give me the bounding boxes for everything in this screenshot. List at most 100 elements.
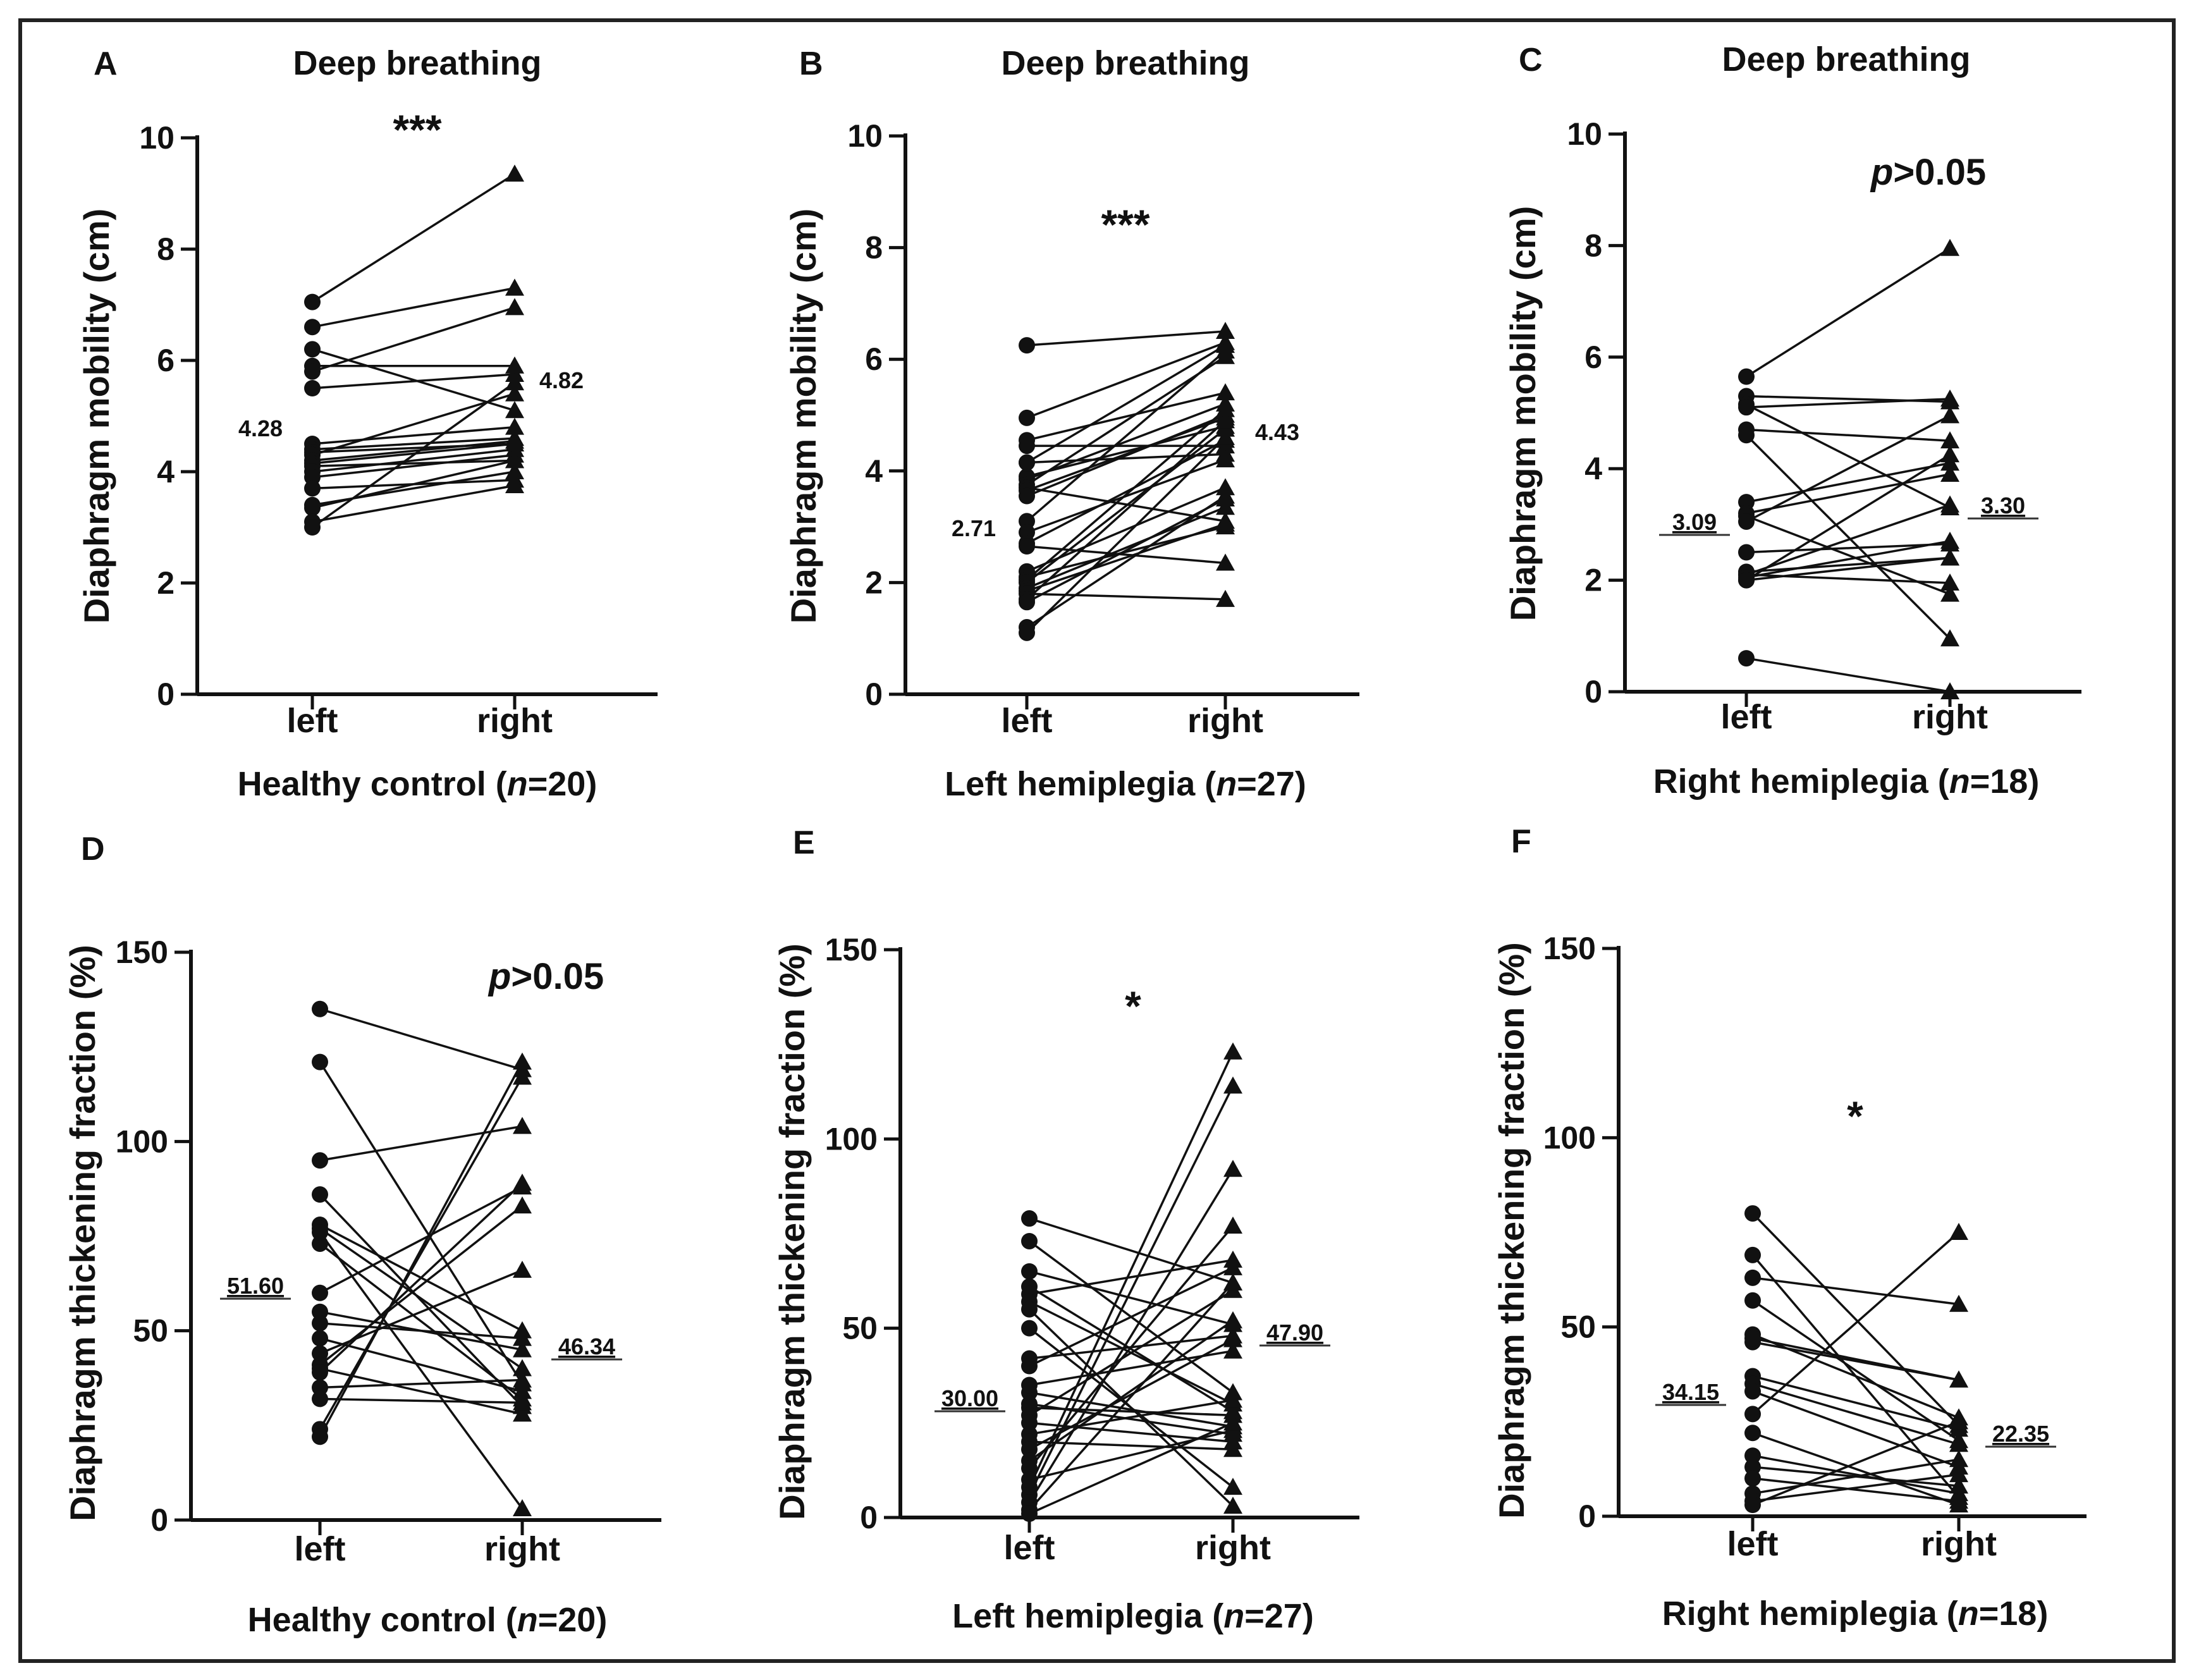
right-point: [1216, 427, 1235, 445]
paired-line: [319, 1397, 523, 1404]
left-point: [1738, 650, 1755, 667]
panel-letter: F: [1511, 823, 1531, 860]
right-point: [1223, 1042, 1242, 1060]
group-n-value: =20): [528, 765, 598, 803]
x-tick-label-right: right: [1912, 698, 1988, 736]
right-point: [513, 1174, 532, 1191]
paired-line: [1752, 1458, 1959, 1495]
right-point: [1216, 589, 1235, 607]
paired-line: [1752, 1454, 1959, 1495]
panel-e: E Diaphragm thickening fraction (%) 0 50 100…: [772, 825, 1359, 1635]
left-point: [312, 1315, 328, 1332]
left-point: [1019, 409, 1035, 426]
right-point: [513, 1067, 532, 1085]
significance-label: ***: [1101, 201, 1149, 248]
paired-line: [1028, 1051, 1234, 1488]
x-tick-label-right: right: [484, 1530, 560, 1568]
paired-line: [1026, 341, 1226, 419]
right-point: [505, 451, 524, 469]
mean-label-left: 2.71: [952, 515, 996, 541]
paired-line: [319, 1378, 523, 1389]
paired-line: [1752, 1477, 1959, 1502]
paired-line: [319, 1182, 524, 1373]
left-point: [1738, 513, 1755, 530]
paired-line: [1746, 398, 1951, 408]
paired-line: [319, 1231, 524, 1510]
right-point: [505, 462, 524, 479]
paired-line: [1746, 403, 1951, 509]
paired-line: [319, 1193, 524, 1407]
y-axis-label: Diaphragm thickening fraction (%): [1492, 942, 1531, 1519]
left-point: [304, 363, 321, 380]
left-point: [312, 1053, 328, 1070]
right-point: [513, 1359, 532, 1376]
group-name: Right hemiplegia (: [1653, 763, 1949, 800]
group-name: Healthy control (: [238, 765, 507, 803]
y-tick-label: 6: [1584, 340, 1602, 375]
right-point: [1216, 322, 1235, 340]
paired-line: [1026, 523, 1226, 592]
y-tick-label: 8: [157, 231, 175, 267]
x-tick-label-right: right: [1187, 702, 1263, 740]
y-tick-label: 2: [865, 565, 883, 600]
y-tick-label: 2: [1584, 563, 1602, 598]
y-tick-label: 8: [1584, 228, 1602, 263]
group-n-symbol: n: [517, 1601, 538, 1639]
paired-line: [1026, 498, 1226, 603]
paired-line: [1026, 545, 1226, 565]
y-tick-label: 10: [139, 120, 175, 156]
paired-line: [312, 437, 515, 451]
paired-line: [1028, 1168, 1234, 1503]
x-tick-label-right: right: [477, 702, 553, 740]
right-point: [1940, 682, 1959, 699]
y-tick-label: 0: [1578, 1499, 1596, 1534]
paired-line: [1029, 1406, 1234, 1417]
left-point: [1019, 594, 1035, 611]
left-point: [1738, 427, 1755, 444]
left-point: [1744, 1470, 1761, 1487]
left-point: [312, 1345, 328, 1362]
paired-line: [1746, 503, 1951, 576]
mean-label-right: 46.34: [558, 1334, 615, 1359]
y-axis-label: Diaphragm thickening fraction (%): [772, 943, 812, 1520]
paired-line: [1029, 1440, 1234, 1450]
right-point: [1216, 514, 1235, 532]
left-point: [1019, 337, 1035, 354]
left-point: [1744, 1447, 1761, 1464]
left-point: [1738, 368, 1755, 385]
paired-line: [1029, 1266, 1234, 1368]
paired-line: [319, 1242, 524, 1400]
paired-line: [312, 348, 515, 412]
panel-a: A Deep breathing Diaphragm mobility (cm) 0 2…: [77, 44, 658, 803]
right-point: [1216, 553, 1235, 571]
x-tick-label-right: right: [1195, 1529, 1271, 1567]
right-point: [1940, 531, 1959, 549]
right-point: [1216, 383, 1235, 401]
paired-line: [1752, 1337, 1959, 1382]
left-point: [1744, 1205, 1761, 1222]
significance-label: *: [1125, 983, 1141, 1029]
left-point: [304, 480, 321, 497]
y-tick-label: 50: [1560, 1309, 1596, 1345]
paired-line: [1026, 408, 1227, 581]
group-label: Left hemiplegia (n=27): [952, 1597, 1314, 1635]
left-point: [1744, 1459, 1761, 1476]
paired-line: [1026, 391, 1226, 441]
x-tick-label-left: left: [1002, 702, 1053, 740]
paired-line: [312, 443, 515, 465]
panel-title: Deep breathing: [1001, 44, 1249, 82]
left-point: [1021, 1414, 1038, 1432]
panels-group: A Deep breathing Diaphragm mobility (cm) 0 2…: [63, 40, 2087, 1639]
mean-label-left: 4.28: [238, 415, 283, 441]
y-tick-label: 100: [116, 1124, 168, 1159]
right-point: [1940, 548, 1959, 566]
paired-line: [312, 484, 515, 523]
left-point: [1021, 1358, 1038, 1375]
x-tick-label-left: left: [295, 1530, 346, 1568]
paired-line: [1026, 403, 1226, 481]
paired-line: [1751, 1231, 1960, 1415]
right-point: [1940, 238, 1959, 256]
paired-line: [1752, 1420, 1959, 1506]
left-point: [304, 319, 321, 336]
right-point: [1216, 450, 1235, 468]
